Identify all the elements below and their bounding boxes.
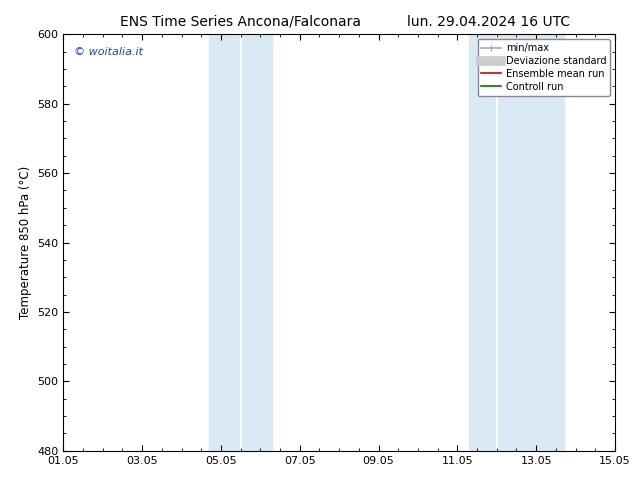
Text: ENS Time Series Ancona/Falconara: ENS Time Series Ancona/Falconara: [120, 15, 361, 29]
Text: © woitalia.it: © woitalia.it: [74, 47, 143, 57]
Y-axis label: Temperature 850 hPa (°C): Temperature 850 hPa (°C): [19, 166, 32, 319]
Bar: [469, 34, 564, 451]
Bar: [209, 34, 272, 451]
Legend: min/max, Deviazione standard, Ensemble mean run, Controll run: min/max, Deviazione standard, Ensemble m…: [477, 39, 610, 96]
Text: lun. 29.04.2024 16 UTC: lun. 29.04.2024 16 UTC: [406, 15, 570, 29]
